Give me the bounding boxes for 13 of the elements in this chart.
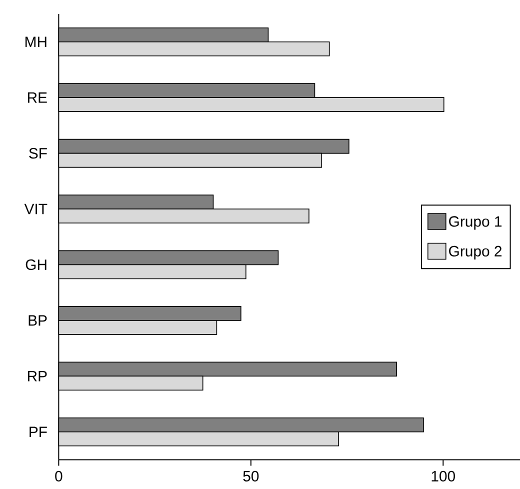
y-tick-label: PF (30, 426, 47, 437)
x-tick-label: 0 (55, 470, 62, 482)
y-tick-label: MH (26, 36, 46, 48)
legend-label: Grupo 1 (449, 216, 502, 230)
legend-label: Grupo 2 (449, 246, 502, 260)
y-tick-label: RP (28, 370, 47, 382)
y-tick-label: BP (28, 315, 47, 326)
x-tick-label: 100 (432, 470, 455, 482)
y-tick-label: RE (28, 92, 47, 103)
y-tick-label: VIT (24, 204, 48, 214)
y-tick-label: SF (29, 148, 47, 159)
y-tick-label: GH (26, 259, 46, 270)
x-tick-label: 50 (243, 470, 259, 482)
